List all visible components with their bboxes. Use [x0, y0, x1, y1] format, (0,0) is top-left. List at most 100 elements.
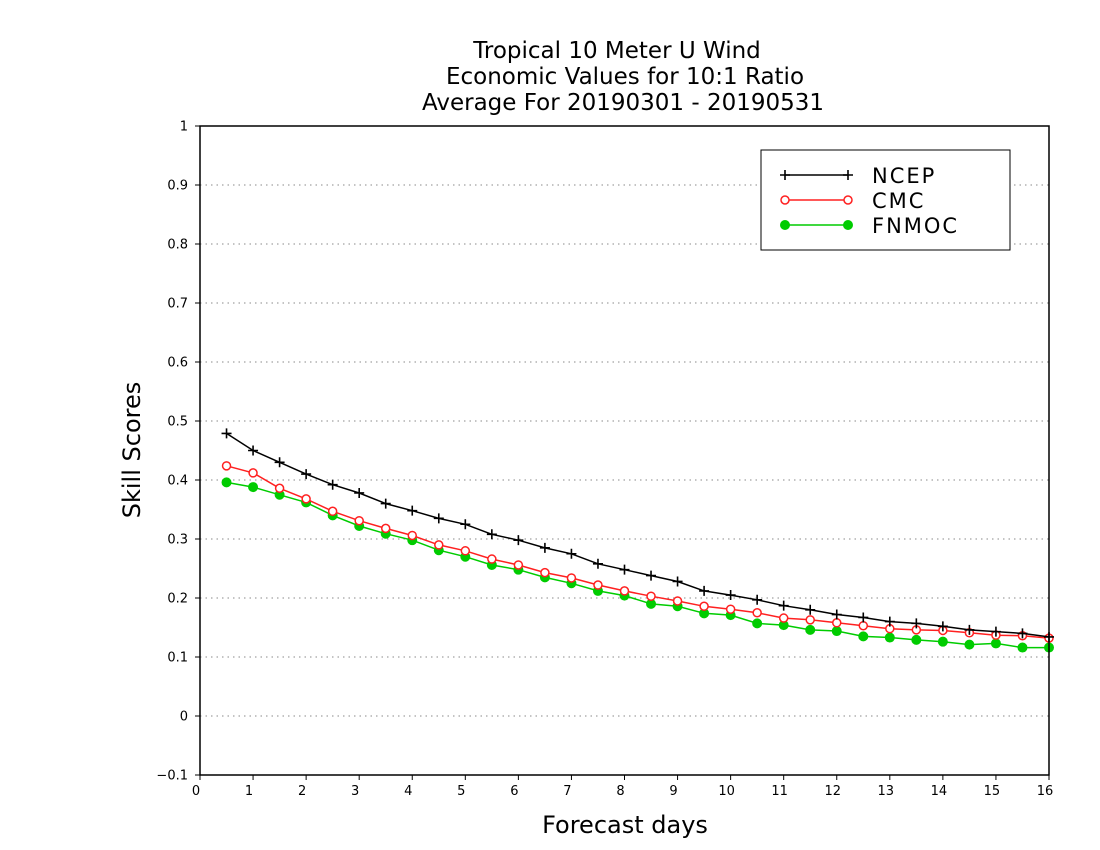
- data-point-cmc: [274, 483, 285, 494]
- data-point-cmc: [354, 515, 364, 526]
- data-point-cmc: [646, 591, 656, 601]
- data-point-fnmoc: [964, 639, 975, 650]
- y-tick-label: 0.5: [167, 415, 188, 430]
- data-point-fnmoc: [990, 638, 1001, 649]
- data-point-fnmoc: [937, 636, 948, 647]
- series-ncep: [221, 428, 1054, 642]
- y-tick-label: 0.2: [167, 592, 188, 607]
- data-point-ncep: [460, 519, 471, 530]
- legend-label-cmc: CMC: [872, 189, 925, 213]
- x-tick-label: 10: [718, 784, 735, 799]
- y-axis-label: Skill Scores: [118, 382, 146, 519]
- data-point-ncep: [354, 487, 365, 498]
- data-point-cmc: [487, 554, 497, 564]
- data-point-ncep: [619, 564, 630, 575]
- data-point-ncep: [248, 445, 259, 456]
- legend-marker-cmc: [780, 195, 790, 205]
- data-point-fnmoc: [221, 477, 232, 488]
- x-tick-label: 6: [510, 784, 518, 799]
- data-point-ncep: [805, 604, 816, 615]
- data-point-ncep: [513, 535, 524, 546]
- x-tick-label: 11: [771, 784, 788, 799]
- data-point-cmc: [672, 596, 683, 606]
- chart-title: Tropical 10 Meter U Wind Economic Values…: [422, 38, 824, 116]
- data-point-cmc: [593, 580, 603, 590]
- legend-marker-fnmoc: [780, 220, 790, 230]
- y-tick-label: 0.8: [167, 238, 188, 253]
- data-point-ncep: [327, 479, 338, 490]
- data-point-cmc: [460, 546, 471, 556]
- data-point-cmc: [301, 494, 311, 504]
- data-point-cmc: [380, 523, 391, 534]
- data-point-ncep: [433, 513, 444, 524]
- x-tick-label: 7: [563, 784, 571, 799]
- x-tick-label: 0: [192, 784, 200, 799]
- y-tick-label: 0.6: [167, 356, 188, 371]
- x-tick-label: 12: [824, 784, 841, 799]
- y-tick-label: 0.7: [167, 297, 188, 312]
- y-tick-label: 1: [180, 120, 188, 135]
- data-point-cmc: [619, 586, 630, 596]
- data-point-cmc: [407, 530, 417, 541]
- data-point-fnmoc: [248, 482, 259, 493]
- data-point-fnmoc: [884, 632, 895, 643]
- data-point-fnmoc: [831, 626, 842, 637]
- data-point-cmc: [752, 608, 762, 618]
- data-point-cmc: [699, 601, 709, 612]
- legend-marker-fnmoc: [843, 220, 853, 230]
- x-tick-label: 8: [616, 784, 624, 799]
- data-point-ncep: [858, 612, 869, 623]
- data-point-ncep: [752, 594, 763, 605]
- data-point-fnmoc: [805, 624, 816, 635]
- y-tick-label: −0.1: [156, 769, 188, 784]
- x-tick-label: 13: [878, 784, 895, 799]
- x-tick-label: 4: [404, 784, 412, 799]
- legend-label-ncep: NCEP: [872, 164, 936, 188]
- data-point-cmc: [858, 620, 869, 631]
- data-point-ncep: [1017, 628, 1028, 639]
- data-point-ncep: [566, 548, 577, 559]
- data-point-ncep: [990, 626, 1001, 637]
- legend-entry-ncep: NCEP: [780, 164, 936, 188]
- x-tick-label: 5: [457, 784, 465, 799]
- chart-title-line-2: Economic Values for 10:1 Ratio: [446, 64, 804, 90]
- data-point-ncep: [646, 570, 657, 581]
- y-tick-label: 0.3: [167, 533, 188, 548]
- legend-marker-ncep: [780, 170, 790, 180]
- legend-marker-cmc: [843, 195, 853, 205]
- legend-entry-fnmoc: FNMOC: [780, 214, 959, 238]
- x-tick-label: 14: [931, 784, 948, 799]
- data-point-fnmoc: [911, 634, 922, 645]
- x-tick-label: 1: [245, 784, 253, 799]
- data-point-fnmoc: [858, 631, 869, 642]
- legend-marker-ncep: [843, 170, 853, 180]
- data-point-ncep: [407, 505, 418, 516]
- data-point-ncep: [539, 542, 550, 553]
- y-tick-label: 0.9: [167, 179, 188, 194]
- data-point-ncep: [778, 600, 789, 611]
- data-point-ncep: [911, 618, 922, 629]
- x-tick-label: 3: [351, 784, 359, 799]
- data-point-fnmoc: [752, 618, 763, 629]
- data-point-ncep: [221, 428, 232, 439]
- chart-title-line-3: Average For 20190301 - 20190531: [422, 90, 824, 116]
- y-tick-label: 0: [180, 710, 188, 725]
- data-point-cmc: [805, 615, 815, 625]
- data-point-ncep: [964, 624, 975, 635]
- data-point-ncep: [831, 609, 842, 620]
- data-point-ncep: [274, 457, 285, 468]
- x-tick-labels: 0 1 2 3 4 5 6 7 8 9 10 11 12 13 14 15 16: [192, 784, 1053, 799]
- data-point-ncep: [301, 469, 312, 480]
- x-tick-label: 15: [984, 784, 1001, 799]
- axis-ticks: [195, 125, 1050, 780]
- data-point-cmc: [778, 613, 789, 623]
- x-tick-label: 2: [298, 784, 306, 799]
- x-tick-label: 9: [669, 784, 677, 799]
- data-point-ncep: [937, 621, 948, 632]
- data-point-ncep: [592, 558, 603, 569]
- data-point-ncep: [380, 498, 391, 509]
- x-axis-label: Forecast days: [542, 811, 708, 839]
- legend-label-fnmoc: FNMOC: [872, 214, 959, 238]
- data-point-cmc: [566, 573, 577, 583]
